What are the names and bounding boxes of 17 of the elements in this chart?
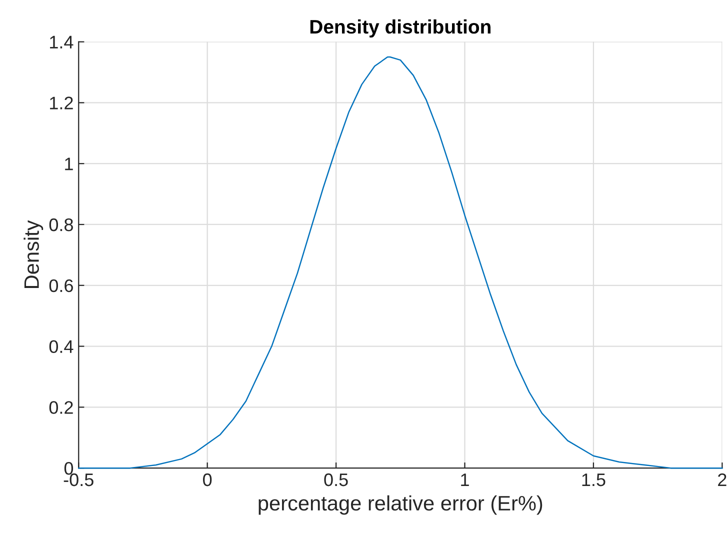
chart-title: Density distribution — [310, 19, 490, 38]
y-tick-label: 0 — [64, 462, 74, 475]
y-tick-label: 1.2 — [50, 96, 73, 110]
y-tick-label: 0.4 — [49, 340, 74, 353]
y-axis-title: Density — [24, 220, 44, 288]
x-tick-label: -0.5 — [64, 473, 94, 486]
x-tick-label: 1 — [461, 474, 469, 486]
y-tick-label: 1 — [65, 158, 73, 170]
y-tick-label: 0.8 — [49, 218, 73, 232]
x-tick-label: 1.5 — [582, 474, 606, 486]
y-tick-label: 1.4 — [50, 36, 74, 48]
x-tick-label: 0 — [203, 473, 212, 486]
x-axis-title: percentage relative error (Er%) — [258, 495, 542, 515]
y-tick-label: 0.2 — [49, 401, 73, 414]
y-tick-label: 0.6 — [49, 279, 73, 292]
x-tick-label: 2 — [718, 473, 726, 486]
x-tick-label: 0.5 — [324, 473, 348, 486]
